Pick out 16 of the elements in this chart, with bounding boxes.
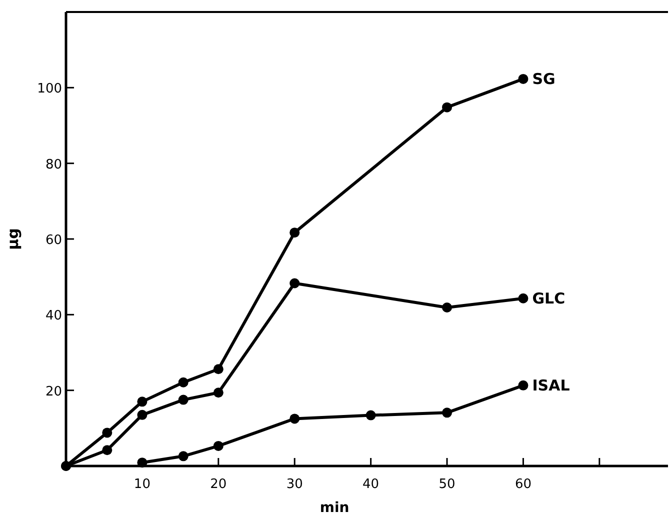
y-tick-label: 40 xyxy=(45,308,62,324)
x-tick-label: 10 xyxy=(134,477,150,492)
series-label: ISAL xyxy=(532,376,570,394)
series-label: SG xyxy=(532,70,556,88)
x-tick-label: 60 xyxy=(514,477,532,492)
x-tick-label: 20 xyxy=(210,477,227,492)
x-tick-label: 50 xyxy=(438,477,456,492)
y-tick-label: 100 xyxy=(37,82,62,97)
x-axis-title: min xyxy=(320,500,350,516)
series-label: GLC xyxy=(532,289,566,308)
x-tick-label: 30 xyxy=(286,477,303,492)
y-tick-label: 80 xyxy=(45,157,62,172)
y-tick-label: 20 xyxy=(45,384,62,400)
x-tick-label: 40 xyxy=(362,477,380,492)
y-tick-label: 60 xyxy=(45,233,62,248)
y-axis-title: μg xyxy=(4,228,22,250)
